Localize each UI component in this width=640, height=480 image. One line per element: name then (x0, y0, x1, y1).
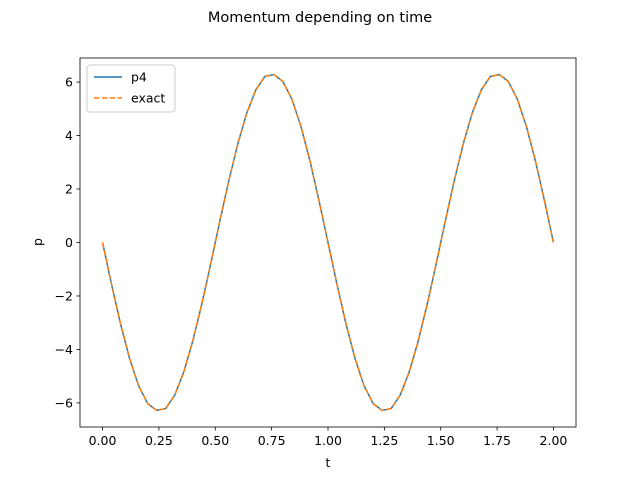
plot-area (101, 73, 555, 412)
x-axis-label: t (326, 455, 331, 470)
chart-title: Momentum depending on time (208, 10, 432, 26)
x-tick-label: 0.25 (145, 433, 173, 448)
x-tick-label: 0.00 (89, 433, 117, 448)
x-tick-label: 1.75 (483, 433, 511, 448)
y-tick-label: 6 (65, 75, 73, 90)
y-tick-label: −2 (55, 288, 73, 303)
y-tick-label: 0 (65, 235, 73, 250)
y-axis-ticks: −6 −4 −2 0 2 4 6 (55, 75, 80, 410)
x-tick-label: 1.00 (314, 433, 342, 448)
y-tick-label: −4 (55, 342, 73, 357)
x-axis-ticks: 0.00 0.25 0.50 0.75 1.00 1.25 1.50 1.75 2.00 (89, 427, 568, 448)
y-tick-label: 2 (65, 182, 73, 197)
x-tick-label: 0.75 (258, 433, 286, 448)
legend: p4 exact (86, 64, 176, 113)
x-tick-label: 1.50 (427, 433, 455, 448)
y-axis-label: p (30, 238, 45, 246)
series-line-p4 (101, 73, 555, 412)
y-tick-label: −6 (55, 395, 73, 410)
x-tick-label: 1.25 (370, 433, 398, 448)
x-tick-label: 0.50 (201, 433, 229, 448)
x-tick-label: 2.00 (540, 433, 568, 448)
series-layer (101, 73, 555, 412)
legend-label-p4: p4 (131, 70, 147, 85)
legend-label-exact: exact (131, 91, 165, 106)
y-tick-label: 4 (65, 128, 73, 143)
